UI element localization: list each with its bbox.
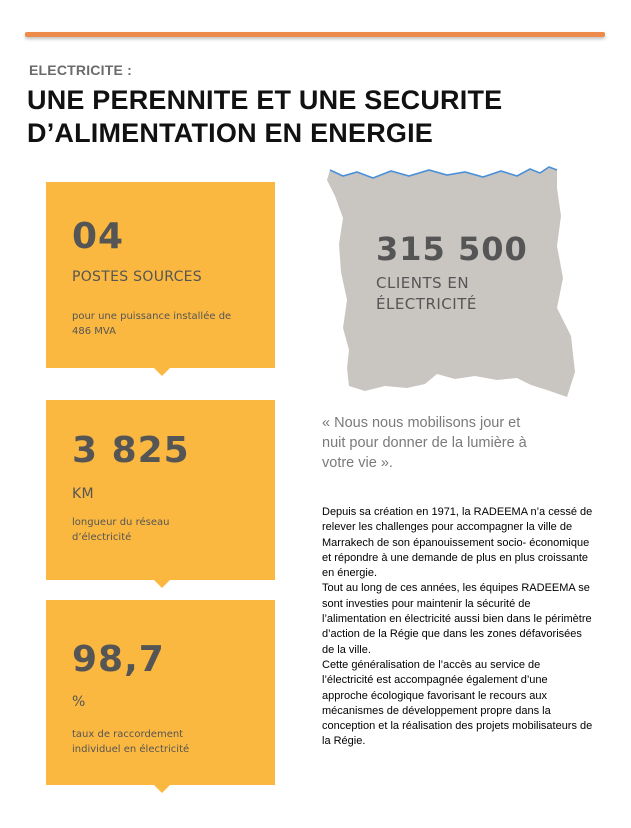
stat-description-line-1: taux de raccordement [72,729,184,740]
title-line-2: D’ALIMENTATION EN ENERGIE [27,118,434,148]
stat-description-line-1: pour une puissance installée de [72,311,232,322]
section-kicker: ELECTRICITE : [29,62,132,78]
city-map-silhouette [327,166,575,397]
stat-description-line-1: longueur du réseau [72,517,170,528]
city-map-shape [327,167,575,397]
stat-unit: KM [72,486,94,502]
quote-line-1: « Nous nous mobilisons jour et [322,415,521,431]
body-paragraph-1: Depuis sa création en 1971, la RADEEMA n… [322,506,593,580]
clients-label-line-1: CLIENTS EN [376,274,470,292]
stat-value: 98,7 [72,639,165,680]
stat-description: taux de raccordement individuel en élect… [72,727,262,757]
stat-value: 3 825 [72,430,190,471]
stat-description-line-2: individuel en électricité [72,744,190,755]
body-paragraph-2: Tout au long de ces années, les équipes … [322,582,592,656]
stat-card-km: 3 825 KM longueur du réseau d’électricit… [46,400,275,588]
clients-label: CLIENTS EN ÉLECTRICITÉ [376,273,536,315]
body-paragraph-3: Cette généralisation de l’accès au servi… [322,658,593,748]
city-map-edge [329,166,558,179]
page-title: UNE PERENNITE ET UNE SECURITE D’ALIMENTA… [27,84,587,150]
stat-value: 04 [72,216,125,257]
body-text: Depuis sa création en 1971, la RADEEMA n… [322,505,594,750]
stat-unit: % [72,694,86,710]
stat-description-line-2: 486 MVA [72,326,116,337]
clients-label-line-2: ÉLECTRICITÉ [376,295,477,313]
stat-card-postes-sources: 04 POSTES SOURCES pour une puissance ins… [46,182,275,376]
stat-card-raccordement: 98,7 % taux de raccordement individuel e… [46,600,275,793]
clients-value: 315 500 [376,230,528,268]
stat-unit: POSTES SOURCES [72,269,202,285]
quote: « Nous nous mobilisons jour et nuit pour… [322,413,557,473]
quote-line-2: nuit pour donner de la lumière à [322,435,527,451]
stat-description-line-2: d’électricité [72,532,132,543]
top-rule [25,32,605,37]
stat-description: longueur du réseau d’électricité [72,515,262,545]
stat-description: pour une puissance installée de 486 MVA [72,309,262,339]
title-line-1: UNE PERENNITE ET UNE SECURITE [27,85,503,115]
quote-line-3: votre vie ». [322,455,393,471]
